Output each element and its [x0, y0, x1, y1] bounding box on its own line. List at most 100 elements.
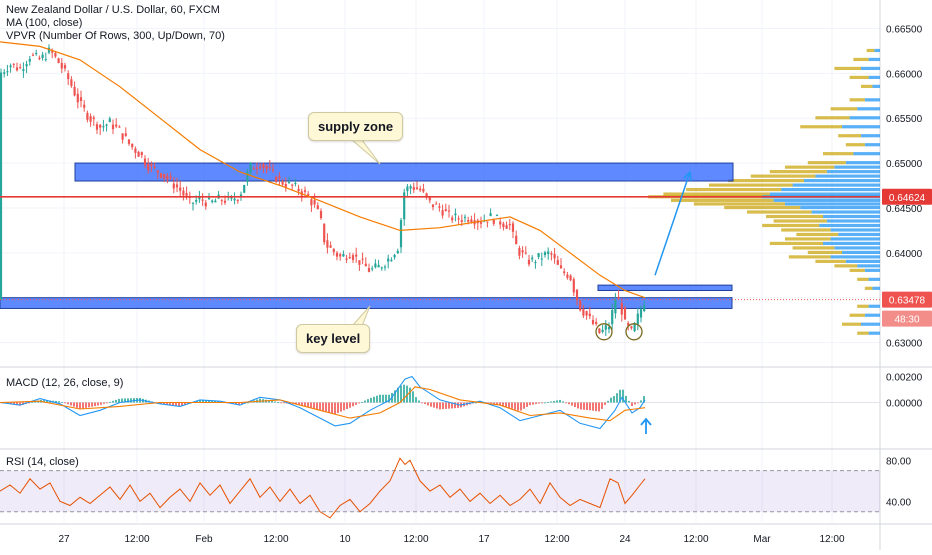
price-tick-5: 0.64000 [886, 249, 923, 260]
candle-body [63, 65, 67, 69]
macd-histogram-bar [601, 402, 603, 409]
candle-body [89, 116, 92, 122]
candle-body [281, 181, 284, 185]
time-tick-8: 24 [619, 534, 631, 545]
macd-histogram-bar [67, 402, 69, 405]
vp-down-bar-11 [823, 152, 854, 156]
candle-body [223, 200, 227, 203]
candle-body [415, 187, 419, 190]
candle-body [547, 251, 550, 254]
vp-up-bar-23 [800, 205, 880, 210]
ma-legend[interactable]: MA (100, close) [6, 17, 83, 29]
vp-up-bar-38 [868, 277, 880, 281]
macd-histogram-bar [247, 402, 249, 404]
candle-body [275, 176, 278, 183]
candle-body [444, 209, 447, 211]
vp-down-bar-22 [693, 202, 785, 206]
vp-up-bar-37 [864, 268, 880, 272]
macd-histogram-bar [598, 402, 600, 412]
vpvr-legend[interactable]: VPVR (Number Of Rows, 300, Up/Down, 70) [6, 30, 225, 42]
vp-down-bar-27 [762, 223, 820, 228]
time-tick-4: 10 [339, 534, 351, 545]
macd-histogram-bar [349, 402, 351, 408]
candle-body [374, 263, 377, 268]
candle-body [566, 274, 569, 278]
macd-histogram-bar [640, 400, 642, 403]
macd-histogram-bar [610, 397, 612, 403]
supply-callout-pointer [350, 139, 381, 165]
key-level-callout[interactable]: key level [296, 324, 371, 353]
candle-body [556, 260, 559, 265]
vp-down-bar-15 [750, 174, 816, 178]
candle-body [367, 268, 371, 272]
vp-up-bar-12 [845, 161, 880, 165]
macd-histogram-bar [493, 402, 495, 404]
macd-histogram-bar [586, 402, 588, 411]
macd-tick-0: 0.00200 [886, 373, 923, 384]
macd-histogram-bar [619, 389, 621, 403]
price-tick-1: 0.66000 [886, 69, 923, 80]
macd-histogram-bar [358, 402, 360, 404]
macd-legend[interactable]: MACD (12, 26, close, 9) [6, 377, 124, 389]
candle-body [543, 252, 547, 256]
time-tick-9: 12:00 [683, 534, 708, 545]
macd-histogram-bar [397, 387, 399, 403]
vp-down-bar-14 [769, 170, 827, 174]
vp-down-bar-35 [815, 259, 846, 263]
macd-histogram-bar [100, 402, 102, 405]
vp-up-bar-18 [781, 187, 880, 192]
candle-body [479, 221, 483, 224]
candle-body [307, 193, 310, 197]
macd-histogram-bar [61, 401, 63, 403]
vp-up-bar-6 [857, 107, 880, 111]
candle-body [211, 200, 214, 203]
candle-body [451, 217, 454, 221]
candle-body [636, 313, 639, 325]
macd-histogram-bar [202, 400, 204, 403]
candle-body [492, 219, 495, 224]
candle-body [431, 204, 435, 208]
candle-body [611, 310, 614, 325]
time-tick-11: 12:00 [819, 534, 844, 545]
macd-histogram-bar [46, 400, 48, 403]
time-tick-2: Feb [195, 534, 213, 545]
candle-body [313, 200, 316, 205]
macd-histogram-bar [553, 400, 555, 403]
vp-down-bar-12 [807, 161, 846, 165]
key-level-rect [0, 297, 733, 309]
vp-up-bar-22 [785, 202, 880, 206]
price-tick-0: 0.66500 [886, 24, 923, 35]
candle-body [60, 62, 63, 69]
macd-histogram-bar [508, 402, 510, 408]
candle-body [239, 194, 243, 198]
symbol-title[interactable]: New Zealand Dollar / U.S. Dollar, 60, FX… [6, 4, 220, 16]
candle-body [201, 199, 204, 201]
candle-body [377, 264, 380, 268]
vp-up-bar-13 [834, 165, 880, 169]
macd-histogram-bar [361, 401, 363, 403]
candle-body [268, 166, 271, 168]
macd-histogram-bar [268, 400, 270, 403]
supply-zone-callout[interactable]: supply zone [308, 112, 404, 141]
vp-down-bar-32 [792, 246, 835, 250]
macd-histogram-bar [592, 402, 594, 411]
rsi-legend[interactable]: RSI (14, close) [6, 456, 79, 468]
candle-body [118, 126, 121, 128]
macd-histogram-bar [367, 399, 369, 403]
macd-histogram-bar [643, 396, 645, 403]
macd-histogram-bar [394, 390, 396, 403]
vp-down-bar-13 [785, 165, 835, 169]
macd-histogram-bar [421, 402, 423, 404]
macd-histogram-bar [430, 402, 432, 407]
macd-histogram-bar [562, 401, 564, 403]
macd-histogram-bar [571, 402, 573, 406]
macd-histogram-bar [514, 402, 516, 410]
candle-body [575, 289, 579, 301]
candle-body [595, 321, 598, 325]
vp-down-bar-31 [769, 241, 823, 246]
candle-body [412, 187, 415, 190]
macd-histogram-bar [76, 402, 78, 408]
vp-down-bar-23 [724, 205, 801, 210]
